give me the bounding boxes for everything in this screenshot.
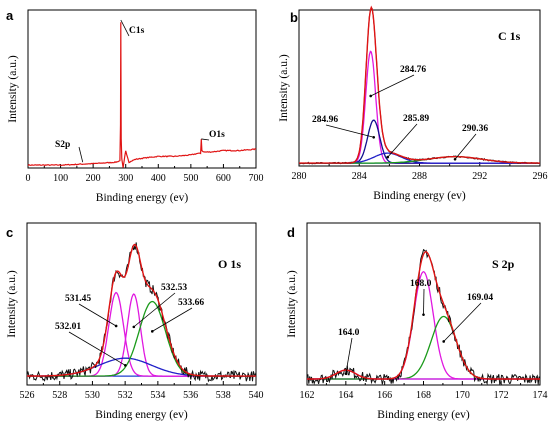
fit-envelope-line — [307, 251, 540, 380]
x-axis-label: Binding energy (ev) — [373, 190, 466, 202]
x-tick-label: 174 — [533, 390, 548, 401]
annotation-arrow — [152, 307, 193, 332]
x-tick-label: 400 — [151, 173, 166, 184]
x-tick-label: 540 — [249, 390, 264, 401]
arrow-head — [344, 372, 348, 375]
x-tick-label: 166 — [377, 390, 392, 401]
x-tick-label: 300 — [118, 173, 133, 184]
annotation-leader — [120, 19, 130, 37]
annotation-leader — [201, 138, 210, 141]
peak-annotation: S2p — [55, 140, 70, 150]
peak-annotation: C1s — [129, 26, 145, 36]
x-tick-label: 284 — [352, 171, 367, 182]
x-tick-label: 700 — [249, 173, 264, 184]
component-peak-1 — [27, 293, 256, 377]
x-tick-label: 538 — [216, 390, 231, 401]
component-peak-1 — [307, 315, 540, 380]
x-tick-label: 288 — [412, 171, 427, 182]
y-axis-label: Intensity (a.u.) — [7, 55, 19, 123]
arrow-head — [442, 340, 445, 343]
x-tick-label: 0 — [26, 173, 31, 184]
y-axis-label: Intensity (a.u.) — [286, 270, 298, 338]
peak-annotation: 284.96 — [312, 115, 338, 125]
y-axis-label: Intensity (a.u.) — [278, 54, 290, 122]
x-tick-label: 532 — [118, 390, 133, 401]
arrow-head — [132, 325, 136, 329]
arrow-head — [372, 135, 376, 139]
arrow-head — [150, 330, 154, 333]
annotation-leader — [78, 146, 84, 163]
arrow-head — [369, 94, 372, 98]
arrow-head — [422, 313, 425, 316]
peak-annotation: 169.04 — [467, 293, 493, 303]
x-tick-label: 296 — [533, 171, 548, 182]
x-tick-label: 164 — [338, 390, 353, 401]
x-tick-label: 534 — [150, 390, 165, 401]
annotation-arrow — [133, 292, 176, 328]
x-tick-label: 280 — [292, 171, 307, 182]
annotation-arrow — [325, 124, 374, 138]
peak-annotation: 531.45 — [65, 294, 91, 304]
panel-c: 526 528 530 532 534 536 538 540 Binding energy (… — [6, 222, 264, 421]
x-tick-label: 170 — [455, 390, 470, 401]
panel-title: O 1s — [218, 257, 241, 271]
x-tick-label: 200 — [86, 173, 101, 184]
panel-title: S 2p — [492, 257, 515, 271]
peak-annotation: 532.01 — [55, 322, 81, 332]
x-tick-label: 526 — [20, 390, 35, 401]
peak-annotation: O1s — [209, 130, 225, 140]
panel-label: c — [6, 225, 13, 240]
annotation-arrow — [370, 74, 415, 97]
arrow-head — [453, 157, 457, 161]
peak-annotation: 290.36 — [462, 124, 488, 134]
fit-envelope-line — [27, 243, 256, 377]
x-axis-label: Binding energy (ev) — [95, 409, 188, 421]
panel-label: d — [287, 225, 295, 240]
x-tick-label: 172 — [494, 390, 509, 401]
x-tick-label: 600 — [216, 173, 231, 184]
arrow-head — [386, 155, 390, 159]
panel-label: a — [6, 8, 14, 23]
fit-envelope-line — [299, 5, 540, 164]
x-axis-label: Binding energy (ev) — [377, 409, 470, 421]
annotation-arrow — [78, 303, 117, 327]
peak-annotation: 533.66 — [178, 298, 204, 308]
survey-spectrum-line — [27, 22, 257, 168]
panel-label: b — [290, 10, 298, 25]
annotation-arrow — [454, 133, 477, 160]
x-tick-label: 530 — [85, 390, 100, 401]
x-tick-label: 100 — [53, 173, 68, 184]
x-tick-label: 292 — [472, 171, 487, 182]
panel-b: 280 284 288 292 296 Binding energy (ev) Intens… — [278, 5, 548, 202]
annotation-arrow — [443, 302, 482, 342]
component-peak-1 — [299, 119, 540, 164]
peak-annotation: 284.76 — [400, 65, 426, 75]
x-tick-label: 168 — [416, 390, 431, 401]
x-tick-label: 500 — [183, 173, 198, 184]
arrow-head — [114, 324, 118, 328]
x-tick-label: 536 — [183, 390, 198, 401]
annotation-arrow — [345, 337, 353, 374]
y-axis-label: Intensity (a.u.) — [6, 270, 18, 338]
annotation-arrow — [68, 331, 126, 366]
peak-annotation: 164.0 — [338, 328, 360, 338]
peak-annotation: 532.53 — [161, 283, 187, 293]
annotation-arrow — [423, 288, 425, 315]
peak-annotation: 285.89 — [403, 114, 429, 124]
arrow-head — [124, 364, 127, 367]
panel-title: C 1s — [498, 29, 521, 43]
panel-a: 0 100 200 300 400 500 600 700 Binding energy (ev… — [6, 8, 264, 204]
x-tick-label: 162 — [300, 390, 315, 401]
panel-d: 162 164 166 168 170 172 174 Binding energy (ev)… — [286, 222, 548, 421]
peak-annotation: 168.0 — [410, 279, 432, 289]
x-axis-label: Binding energy (ev) — [96, 192, 189, 204]
annotation-arrow — [387, 123, 418, 158]
x-tick-label: 528 — [52, 390, 67, 401]
